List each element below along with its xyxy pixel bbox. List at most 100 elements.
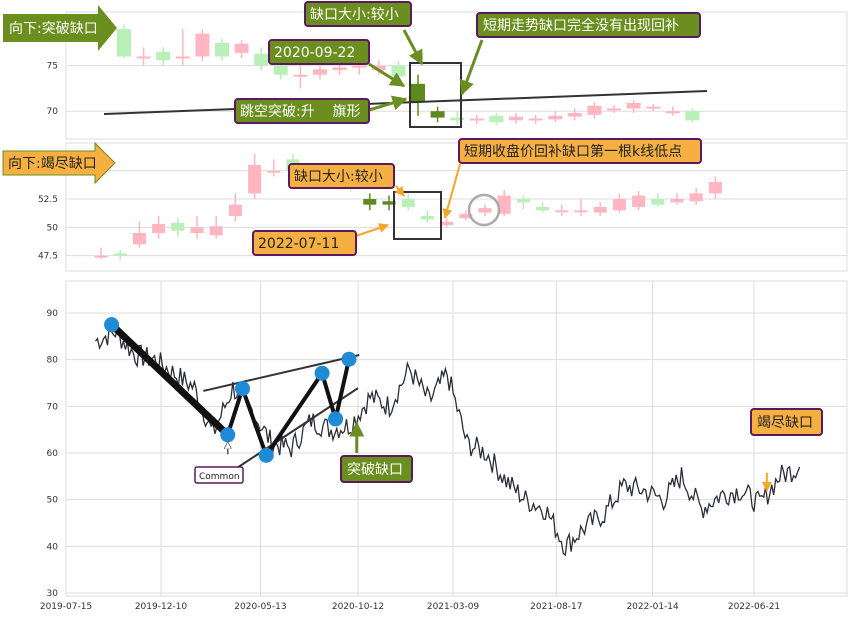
panel1-candle-body	[215, 42, 229, 57]
zigzag-segment	[225, 386, 245, 437]
panel3-ytick-label: 40	[47, 542, 59, 552]
panel2-candle-body	[267, 170, 281, 173]
panel2-candle-body	[209, 226, 223, 236]
pivot-point	[258, 447, 274, 463]
panel1-candle-body	[254, 53, 269, 66]
panel2-candle-body	[632, 195, 646, 207]
panel2-date-note: 2022-07-11	[252, 230, 357, 256]
panel1-pattern-text: 跳空突破:升 旗形	[240, 104, 361, 120]
panel3-exhaustion-text: 竭尽缺口	[757, 415, 813, 431]
panel2-candle-body	[440, 221, 454, 226]
arrow-gap-size-2	[394, 185, 405, 197]
panel1-banner-text: 向下:突破缺口	[9, 21, 98, 37]
panel1-candle-body	[136, 56, 151, 59]
panel3-ytick-label: 80	[47, 356, 59, 366]
panel2-gap-box	[393, 191, 442, 240]
panel3-xtick-label: 2019-12-10	[135, 602, 188, 612]
arrow-date-1	[368, 62, 406, 88]
panel2-candle-body	[420, 216, 434, 220]
panel2-candle-body	[516, 199, 530, 203]
panel2-candle-body	[382, 201, 396, 205]
panel2-candle-body	[132, 233, 146, 245]
panel1-ytick-label: 75	[47, 62, 58, 72]
panel1-candle-body	[175, 56, 190, 59]
zigzag-segment	[264, 371, 325, 458]
panel2-gap-size-note: 缺口大小:较小	[288, 163, 395, 189]
panel3-ytick-label: 30	[47, 589, 59, 599]
panel2-candle-body	[459, 213, 473, 219]
arrow-pattern-1	[368, 95, 408, 112]
panel1-candle-body	[293, 74, 308, 77]
panel3-ytick-label: 60	[47, 449, 59, 459]
panel3-ytick-label: 50	[47, 496, 59, 506]
panel2-candle-body	[363, 199, 377, 205]
panel1-gap-size-text: 缺口大小:较小	[310, 7, 399, 23]
panel1-candle-body	[156, 51, 171, 61]
panel1-candle-body	[626, 102, 641, 109]
panel1-candles	[117, 24, 700, 125]
panel2-candle-body	[670, 199, 684, 203]
panel1-candle-body	[528, 118, 543, 121]
panel2-candle-body	[536, 206, 550, 211]
panel2-ytick-label: 52.5	[38, 195, 58, 205]
panel3-markers	[228, 421, 772, 492]
panel3-breakout-note: 突破缺口	[340, 455, 413, 483]
panel3-exhaustion-note: 竭尽缺口	[750, 408, 823, 436]
panel3-ytick-label: 70	[47, 402, 59, 412]
pivot-point	[341, 351, 357, 367]
panel1-candle-body	[195, 33, 210, 57]
panel1-short-term-note: 短期走势缺口完全没有出现回补	[476, 12, 701, 38]
panel1-candle-body	[665, 111, 680, 114]
panel1-candle-body	[685, 111, 700, 121]
panel2-banner: 向下:竭尽缺口	[2, 141, 116, 185]
panel2-ytick-label: 47.5	[38, 252, 58, 262]
panel2-frame	[65, 142, 848, 272]
panel2-candle-body	[248, 165, 262, 194]
panel3-xtick-label: 2022-01-14	[626, 602, 679, 612]
panel1-candle-body	[234, 43, 249, 53]
tick-labels: 707547.55052.555304050607080902019-07-15…	[38, 62, 780, 612]
arrow-date-2	[355, 223, 389, 237]
panel2-candle-body	[555, 210, 569, 213]
panel3-xtick-label: 2021-08-17	[530, 602, 582, 612]
panel1-candle-body	[587, 105, 602, 115]
panel3-xtick-label: 2019-07-15	[40, 602, 92, 612]
panel1-candle-body	[567, 113, 582, 117]
panel2-candle-body	[401, 199, 415, 207]
pivot-point	[234, 381, 250, 397]
panel2-candle-body	[708, 182, 722, 194]
panel3-common-note: Common	[194, 466, 244, 484]
panel1-candle-body	[509, 116, 523, 121]
panel1-candle-body	[646, 106, 661, 109]
zigzag-segment	[320, 371, 338, 421]
panel3-xtick-label: 2021-03-09	[427, 602, 480, 612]
panel1-pattern-note: 跳空突破:升 旗形	[234, 98, 370, 124]
zigzag-segment	[108, 321, 232, 439]
grid-layer	[65, 65, 847, 596]
panel3-pivots	[104, 317, 357, 463]
panel1-date-text: 2020-09-22	[274, 45, 355, 61]
panel2-candle-body	[651, 199, 665, 205]
panel3-xtick-label: 2020-10-12	[332, 602, 384, 612]
panel2-banner-text: 向下:竭尽缺口	[8, 156, 97, 172]
panel2-candle-body	[113, 253, 127, 256]
panel1-gap-size-note: 缺口大小:较小	[304, 1, 412, 27]
panel1-candle-body	[352, 65, 367, 68]
panel2-candle-body	[190, 227, 204, 233]
panel3-common-text: Common	[199, 472, 240, 482]
panel3-zigzag	[108, 321, 352, 458]
panel2-date-text: 2022-07-11	[258, 236, 339, 252]
panel1-candle-body	[371, 65, 386, 71]
panel1-date-note: 2020-09-22	[268, 39, 370, 65]
panel1-candle-body	[469, 118, 484, 121]
panel2-candle-body	[497, 195, 511, 214]
arrow-gap-size-1	[402, 29, 424, 66]
panel1-candle-body	[489, 115, 504, 123]
arrow-short-term-2	[442, 163, 461, 219]
panel3-channel	[203, 354, 360, 472]
panel1-banner: 向下:突破缺口	[3, 5, 117, 51]
panel2-ytick-label: 50	[47, 223, 59, 233]
pivot-point	[328, 411, 344, 427]
pivot-point	[104, 317, 120, 333]
